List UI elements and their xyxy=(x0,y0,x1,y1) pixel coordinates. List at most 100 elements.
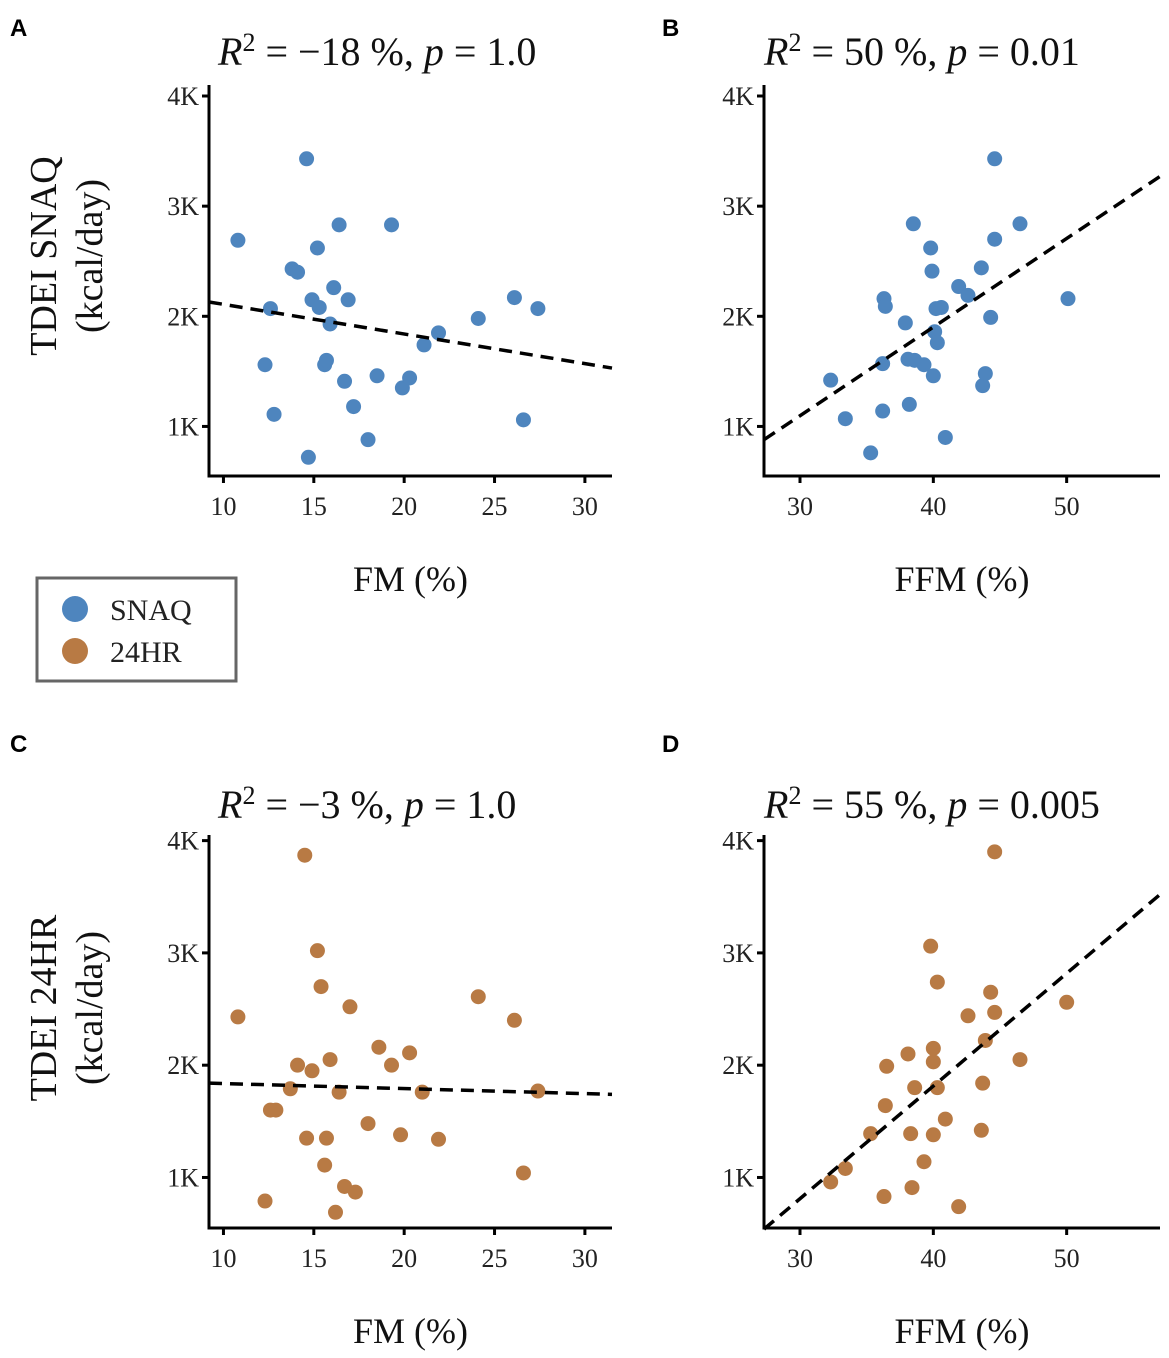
data-point xyxy=(347,1184,363,1200)
data-point xyxy=(230,232,246,248)
x-tick-label: 40 xyxy=(920,492,946,521)
data-point xyxy=(530,1083,546,1099)
data-point xyxy=(916,357,932,373)
legend: SNAQ 24HR xyxy=(35,576,238,683)
data-point xyxy=(342,999,358,1015)
data-point xyxy=(317,1157,333,1173)
title-r-symbol: R xyxy=(763,782,788,827)
row-label-bottom-line1: TDEI 24HR xyxy=(23,914,65,1101)
data-point xyxy=(369,368,385,384)
data-point xyxy=(311,299,327,315)
data-point xyxy=(823,1174,839,1190)
row-label-top: TDEI SNAQ (kcal/day) xyxy=(23,156,111,355)
data-point xyxy=(983,984,999,1000)
data-point xyxy=(897,315,913,331)
x-axis-label: FFM (%) xyxy=(894,559,1029,599)
title-r-value: = −18 %, xyxy=(255,29,423,74)
title-p-symbol: p xyxy=(401,782,424,827)
y-tick-label: 1K xyxy=(167,412,199,441)
data-point xyxy=(879,1058,895,1074)
x-tick-label: 25 xyxy=(482,492,508,521)
panel-a: A R2 = −18 %, p = 1.0 1K 2K 3K 4K 10 15 20 25 30 FM… xyxy=(10,15,613,599)
legend-label-snaq: SNAQ xyxy=(110,594,192,627)
data-point xyxy=(530,301,546,317)
y-tick-label: 4K xyxy=(167,827,199,856)
data-point xyxy=(257,357,273,373)
data-point xyxy=(282,1081,298,1097)
panel-letter: A xyxy=(10,15,27,42)
panel-letter: C xyxy=(10,731,27,758)
data-point xyxy=(929,1080,945,1096)
data-point xyxy=(360,432,376,448)
data-point xyxy=(384,1057,400,1073)
data-point xyxy=(923,240,939,256)
row-label-bottom-line2: (kcal/day) xyxy=(69,931,111,1085)
data-point xyxy=(875,356,891,372)
data-point xyxy=(837,411,853,427)
panel-c: C R2 = −3 %, p = 1.0 1K 2K 3K 4K 10 15 20 25 30 FM … xyxy=(10,731,613,1351)
title-p-value: = 1.0 xyxy=(424,782,517,827)
data-point xyxy=(924,263,940,279)
data-point xyxy=(328,1204,344,1220)
panel-letter: B xyxy=(662,15,679,42)
x-tick-label: 30 xyxy=(787,492,813,521)
x-tick-label: 30 xyxy=(572,492,598,521)
data-point xyxy=(987,231,1003,247)
data-point xyxy=(470,310,486,326)
y-tick-label: 4K xyxy=(167,82,199,111)
data-point xyxy=(975,378,991,394)
y-tick-label: 2K xyxy=(167,302,199,331)
title-r-value: = −3 %, xyxy=(255,782,403,827)
data-point xyxy=(916,1154,932,1170)
data-point xyxy=(877,298,893,314)
data-point xyxy=(925,1040,941,1056)
data-point xyxy=(837,1160,853,1176)
data-point xyxy=(318,352,334,368)
y-tick-label: 3K xyxy=(167,939,199,968)
data-point xyxy=(973,260,989,276)
y-tick-label: 1K xyxy=(722,1163,754,1192)
data-point xyxy=(925,1054,941,1070)
x-axis-label: FM (%) xyxy=(353,559,468,599)
data-point xyxy=(863,445,879,461)
data-point xyxy=(951,1199,967,1215)
data-point xyxy=(925,368,941,384)
data-point xyxy=(987,844,1003,860)
title-r-symbol: R xyxy=(217,29,242,74)
panel-title: R2 = 55 %, p = 0.005 xyxy=(763,781,1100,827)
data-point xyxy=(1012,1052,1028,1068)
data-point xyxy=(431,325,447,341)
data-point xyxy=(268,1102,284,1118)
data-point xyxy=(337,373,353,389)
data-point xyxy=(960,1008,976,1024)
data-point xyxy=(346,399,362,415)
data-point xyxy=(904,1180,920,1196)
data-point xyxy=(905,216,921,232)
x-tick-label: 20 xyxy=(391,1244,417,1273)
data-point xyxy=(322,1052,338,1068)
data-point xyxy=(983,309,999,325)
legend-swatch-snaq xyxy=(62,596,88,622)
panel-title: R2 = −18 %, p = 1.0 xyxy=(217,28,536,74)
legend-label-24hr: 24HR xyxy=(110,636,182,669)
data-point xyxy=(1060,291,1076,307)
data-point xyxy=(929,974,945,990)
x-tick-label: 15 xyxy=(301,492,327,521)
x-tick-label: 15 xyxy=(301,1244,327,1273)
x-tick-label: 10 xyxy=(210,492,236,521)
trend-line xyxy=(208,300,613,370)
data-point xyxy=(923,938,939,954)
y-tick-label: 3K xyxy=(722,939,754,968)
data-point xyxy=(309,943,325,959)
panel-title: R2 = −3 %, p = 1.0 xyxy=(217,781,516,827)
data-point xyxy=(290,264,306,280)
title-r-value: = 50 %, xyxy=(801,29,947,74)
data-point xyxy=(384,217,400,233)
data-point xyxy=(299,1130,315,1146)
y-tick-label: 4K xyxy=(722,82,754,111)
y-tick-label: 4K xyxy=(722,827,754,856)
x-axis-label: FFM (%) xyxy=(894,1311,1029,1351)
data-point xyxy=(1012,216,1028,232)
y-tick-label: 2K xyxy=(167,1051,199,1080)
